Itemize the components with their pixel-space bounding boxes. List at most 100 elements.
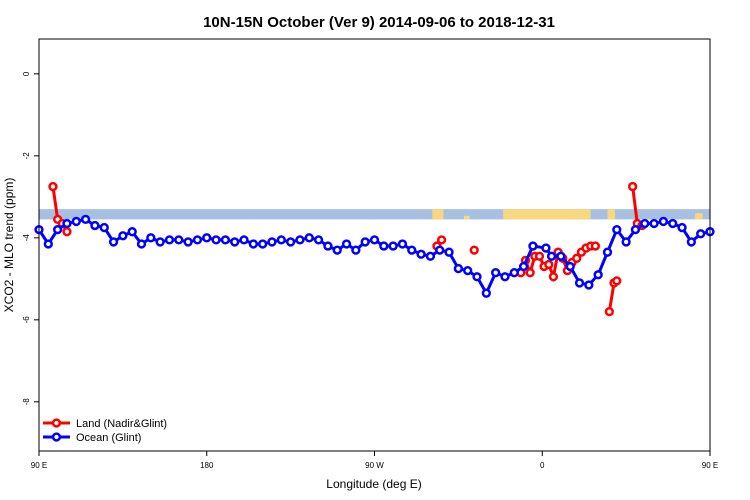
- data-point: [640, 218, 650, 229]
- data-point: [472, 272, 482, 282]
- data-point: [546, 251, 557, 261]
- y-axis-label: XCO2 - MLO trend (ppm): [2, 178, 16, 313]
- data-point: [500, 272, 510, 282]
- data-point: [304, 233, 314, 243]
- data-point: [267, 237, 277, 247]
- data-point: [686, 237, 697, 247]
- x-tick-label: 90 E: [702, 461, 718, 470]
- data-point: [341, 239, 352, 249]
- chart-title: 10N-15N October (Ver 9) 2014-09-06 to 20…: [203, 14, 555, 31]
- x-tick-label: 0: [540, 461, 545, 470]
- data-point: [118, 231, 128, 241]
- data-point: [556, 251, 566, 261]
- data-point: [528, 241, 538, 251]
- data-point: [534, 251, 545, 261]
- data-point: [146, 233, 156, 243]
- data-point: [164, 235, 175, 245]
- data-point: [525, 268, 535, 278]
- data-point: [548, 272, 559, 282]
- y-tick-label: 0: [22, 71, 31, 76]
- axes: 90 E 180 90 W 0 90 E 0 -2 -4 -6 -8: [22, 71, 718, 470]
- data-point: [658, 216, 669, 227]
- data-point: [444, 247, 454, 257]
- data-point: [360, 237, 370, 247]
- data-point: [627, 181, 638, 192]
- data-point: [379, 241, 389, 251]
- data-point: [397, 239, 408, 249]
- series-ocean: [34, 214, 715, 298]
- data-point: [80, 214, 91, 225]
- legend-marker: [51, 432, 62, 442]
- data-point: [127, 227, 137, 237]
- data-point: [388, 241, 398, 251]
- legend-marker: [51, 418, 62, 428]
- data-point: [62, 218, 72, 229]
- data-point: [108, 237, 119, 247]
- data-point: [220, 235, 231, 245]
- data-point: [174, 235, 184, 245]
- data-point: [518, 261, 529, 272]
- x-axis-label: Longitude (deg E): [326, 477, 421, 491]
- data-point: [677, 222, 687, 233]
- data-point: [332, 245, 342, 255]
- data-point: [668, 218, 678, 229]
- plot-frame: [38, 38, 711, 452]
- data-point: [696, 229, 706, 239]
- data-point: [435, 245, 445, 255]
- data-point: [463, 265, 473, 276]
- data-point: [590, 241, 601, 251]
- data-point: [52, 224, 63, 235]
- data-point: [574, 278, 585, 288]
- data-point: [239, 235, 249, 245]
- data-point: [649, 218, 659, 229]
- legend-label: Land (Nadir&Glint): [76, 418, 167, 430]
- data-point: [295, 235, 305, 245]
- data-point: [43, 239, 53, 249]
- data-point: [136, 239, 147, 249]
- data-point: [230, 237, 240, 247]
- data-point: [285, 237, 296, 247]
- data-point: [565, 261, 575, 272]
- data-point: [369, 235, 380, 245]
- data-point: [593, 270, 603, 280]
- legend-label: Ocean (Glint): [76, 432, 141, 444]
- data-point: [584, 280, 594, 290]
- data-point: [630, 224, 641, 235]
- data-point: [544, 259, 554, 270]
- data-point: [276, 235, 286, 245]
- data-point: [90, 220, 100, 231]
- data-point: [541, 243, 551, 253]
- x-tick-label: 90 E: [31, 461, 47, 470]
- legend: Land (Nadir&Glint) Ocean (Glint): [43, 418, 167, 444]
- data-point: [604, 306, 614, 317]
- data-point: [572, 253, 582, 263]
- data-point: [183, 237, 193, 247]
- land-patch: [695, 213, 703, 220]
- data-point: [99, 222, 109, 233]
- data-point: [509, 268, 519, 278]
- series-layer: [34, 181, 715, 317]
- data-point: [62, 227, 72, 237]
- data-point: [313, 235, 324, 245]
- ocean-band: [39, 209, 710, 220]
- data-point: [211, 235, 221, 245]
- data-point: [453, 263, 464, 274]
- y-tick-label: -8: [22, 398, 31, 406]
- data-point: [71, 216, 81, 227]
- land-patch: [432, 209, 444, 220]
- x-tick-label: 90 W: [365, 461, 384, 470]
- data-point: [602, 247, 613, 257]
- data-point: [612, 224, 622, 235]
- data-point: [323, 241, 333, 251]
- data-point: [248, 239, 258, 249]
- data-point: [612, 276, 622, 286]
- land-ocean-strip: [39, 209, 710, 220]
- data-point: [351, 245, 361, 255]
- series-land: [48, 181, 647, 317]
- data-point: [425, 251, 436, 261]
- land-patch: [607, 209, 615, 220]
- data-point: [416, 249, 426, 259]
- land-patch: [503, 209, 591, 220]
